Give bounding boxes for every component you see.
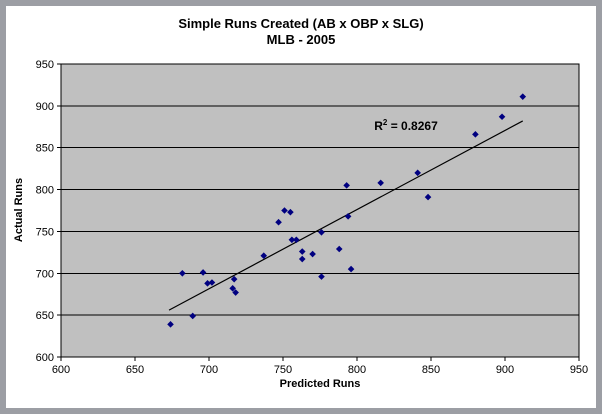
data-point [377,179,384,187]
x-axis-title: Predicted Runs [279,378,361,390]
y-tick-label: 900 [36,101,54,113]
data-point [288,236,296,244]
data-point [287,208,294,216]
chart-title: Simple Runs Created (AB x OBP x SLG) MLB… [6,16,596,48]
y-tick-label: 750 [36,226,54,238]
r-squared-annotation: R2 = 0.8267 [336,118,476,133]
data-point [189,312,197,320]
chart-canvas: Simple Runs Created (AB x OBP x SLG) MLB… [6,6,596,408]
r-squared-base: R [374,119,383,133]
y-tick-label: 950 [36,59,54,71]
x-tick-label: 750 [274,364,292,376]
plot-border [60,63,580,358]
data-point [179,269,186,277]
data-point [229,285,236,292]
chart-title-line1: Simple Runs Created (AB x OBP x SLG) [178,16,424,31]
data-point [309,250,316,258]
plot-area [61,64,579,357]
data-point [414,169,421,177]
data-point [204,280,211,287]
data-point [343,182,350,189]
y-tick-label: 850 [36,143,54,155]
r-squared-rest: = 0.8267 [387,119,438,133]
data-point [230,275,238,283]
y-tick-label: 800 [36,185,54,197]
data-point [424,193,432,201]
data-point [344,213,352,220]
y-tick-label: 700 [36,268,54,280]
x-tick-label: 800 [348,364,366,376]
scatter-chart: 600 650 700 750 800 850 900 950 600 650 700 750 800 8… [36,59,589,376]
data-point [275,218,282,226]
x-tick-label: 700 [200,364,218,376]
chart-title-line2: MLB - 2005 [266,32,336,47]
data-point [167,321,174,328]
data-point [498,113,506,121]
data-point [298,255,306,263]
x-tick-label: 900 [496,364,514,376]
x-tick-label: 650 [126,364,144,376]
data-point [335,245,343,253]
r-squared-sup: 2 [382,118,388,127]
data-point [281,207,288,214]
y-axis-title: Actual Runs [13,177,25,243]
y-tick-label: 600 [36,352,54,364]
data-point [298,248,306,255]
data-point [347,265,355,273]
data-point [208,279,216,286]
data-point [260,252,268,260]
data-point [472,131,479,138]
x-tick-label: 600 [52,364,70,376]
data-point [232,289,239,296]
x-tick-label: 950 [570,364,588,376]
data-point [199,269,207,276]
data-point [519,93,527,100]
data-point [318,273,325,280]
x-tick-label: 850 [422,364,440,376]
data-point [293,236,300,244]
data-point [318,228,325,236]
y-tick-label: 650 [36,310,54,322]
